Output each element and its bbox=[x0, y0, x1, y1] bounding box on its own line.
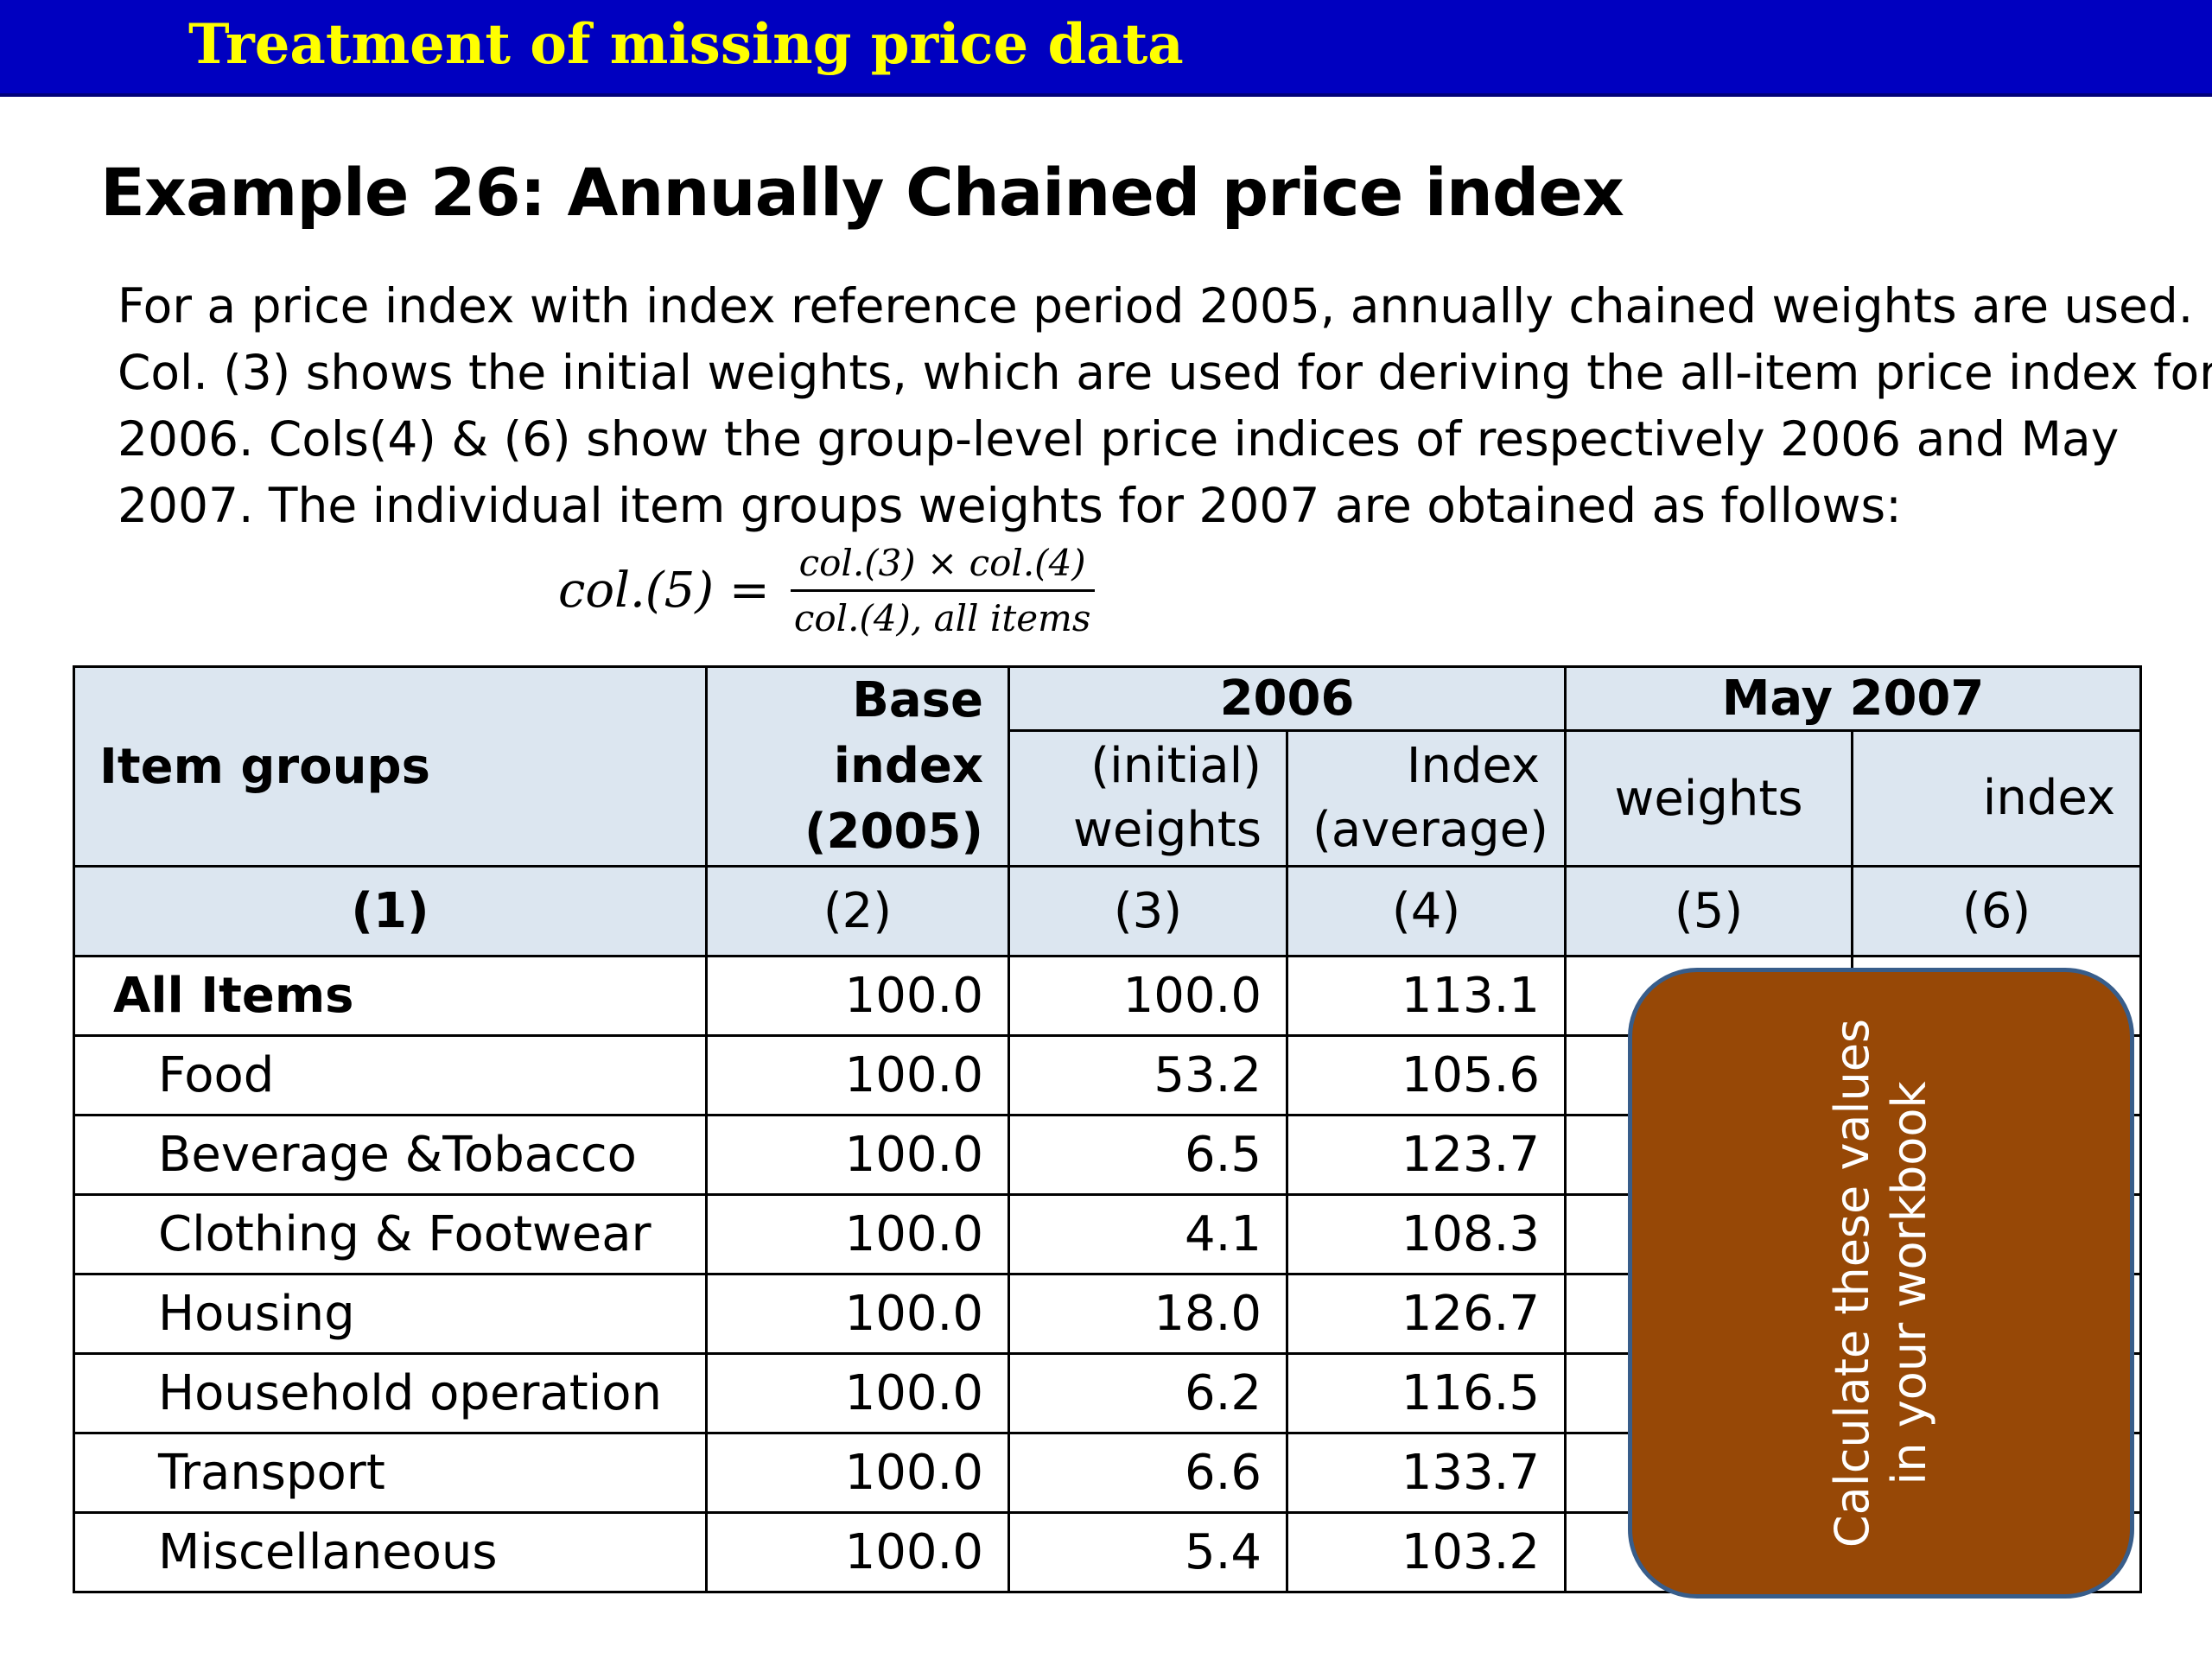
header-may-2007: May 2007 bbox=[1564, 664, 2143, 733]
initial-weight-value: 6.5 bbox=[1007, 1114, 1288, 1196]
initial-weight-value: 6.6 bbox=[1007, 1432, 1288, 1514]
index-average-value: 108.3 bbox=[1285, 1193, 1567, 1275]
weight-formula: col.(5) = col.(3) × col.(4) col.(4), all… bbox=[558, 534, 1099, 646]
item-group: Household operation bbox=[73, 1352, 708, 1434]
paragraph-line: For a price index with index reference p… bbox=[118, 278, 2194, 334]
price-index-table: Item groups Base index (2005) 2006 May 2… bbox=[73, 664, 2143, 1593]
index-average-value: 105.6 bbox=[1285, 1034, 1567, 1116]
initial-weight-value: 6.2 bbox=[1007, 1352, 1288, 1434]
item-group: Miscellaneous bbox=[73, 1511, 708, 1593]
formula-denominator: col.(4), all items bbox=[793, 596, 1091, 639]
header-index-line1: Index bbox=[1406, 738, 1541, 795]
item-group: Clothing & Footwear bbox=[73, 1193, 708, 1275]
formula-numerator: col.(3) × col.(4) bbox=[790, 542, 1095, 592]
paragraph-line: 2007. The individual item groups weights… bbox=[118, 478, 1902, 533]
base-index-value: 100.0 bbox=[705, 1193, 1010, 1275]
initial-weight-value: 53.2 bbox=[1007, 1034, 1288, 1116]
item-group: All Items bbox=[73, 955, 708, 1037]
base-index-value: 100.0 bbox=[705, 1034, 1010, 1116]
column-number: (5) bbox=[1564, 865, 1854, 957]
item-group: Food bbox=[73, 1034, 708, 1116]
item-group: Beverage &Tobacco bbox=[73, 1114, 708, 1196]
header-base-line1: Base index bbox=[833, 672, 983, 794]
item-group: Transport bbox=[73, 1432, 708, 1514]
initial-weight-value: 18.0 bbox=[1007, 1273, 1288, 1355]
description-paragraph: For a price index with index reference p… bbox=[118, 273, 2212, 539]
item-group: Housing bbox=[73, 1273, 708, 1355]
header-index-line2: (average) bbox=[1313, 802, 1548, 859]
index-average-value: 103.2 bbox=[1285, 1511, 1567, 1593]
header-weights-2007: weights bbox=[1564, 729, 1854, 868]
paragraph-line: 2006. Cols(4) & (6) show the group-level… bbox=[118, 411, 2120, 467]
page-title: Example 26: Annually Chained price index bbox=[100, 154, 1624, 231]
callout-text: Calculate these values in your workbook bbox=[1824, 1019, 1938, 1548]
initial-weight-value: 100.0 bbox=[1007, 955, 1288, 1037]
column-number: (6) bbox=[1851, 865, 2143, 957]
base-index-value: 100.0 bbox=[705, 1511, 1010, 1593]
index-average-value: 123.7 bbox=[1285, 1114, 1567, 1196]
header-initial-line1: (initial) bbox=[1090, 738, 1262, 795]
callout-line2: in your workbook bbox=[1882, 1081, 1936, 1485]
index-average-value: 116.5 bbox=[1285, 1352, 1567, 1434]
index-average-value: 133.7 bbox=[1285, 1432, 1567, 1514]
paragraph-line: Col. (3) shows the initial weights, whic… bbox=[118, 345, 2212, 400]
base-index-value: 100.0 bbox=[705, 1352, 1010, 1434]
column-number: (1) bbox=[73, 865, 708, 957]
base-index-value: 100.0 bbox=[705, 1273, 1010, 1355]
index-average-value: 113.1 bbox=[1285, 955, 1567, 1037]
column-number: (4) bbox=[1285, 865, 1567, 957]
header-base-index: Base index (2005) bbox=[705, 665, 1010, 868]
index-average-value: 126.7 bbox=[1285, 1273, 1567, 1355]
workbook-callout: Calculate these values in your workbook bbox=[1628, 968, 2134, 1599]
formula-lhs: col.(5) = bbox=[558, 562, 770, 619]
column-number: (3) bbox=[1007, 865, 1288, 957]
callout-line1: Calculate these values bbox=[1825, 1018, 1879, 1548]
header-index-2007: index bbox=[1851, 729, 2143, 868]
base-index-value: 100.0 bbox=[705, 955, 1010, 1037]
header-base-line2: (2005) bbox=[804, 804, 983, 860]
header-item-groups: Item groups bbox=[73, 665, 708, 868]
header-initial-weights: (initial) weights bbox=[1007, 729, 1288, 868]
initial-weight-value: 4.1 bbox=[1007, 1193, 1288, 1275]
base-index-value: 100.0 bbox=[705, 1432, 1010, 1514]
header-year-2006: 2006 bbox=[1007, 664, 1567, 733]
initial-weight-value: 5.4 bbox=[1007, 1511, 1288, 1593]
formula-fraction: col.(3) × col.(4) col.(4), all items bbox=[785, 542, 1100, 639]
column-number: (2) bbox=[705, 865, 1010, 957]
header-initial-line2: weights bbox=[1073, 802, 1262, 859]
base-index-value: 100.0 bbox=[705, 1114, 1010, 1196]
title-banner: Treatment of missing price data bbox=[0, 0, 2212, 97]
header-index-average: Index (average) bbox=[1285, 729, 1567, 868]
banner-title: Treatment of missing price data bbox=[188, 12, 1184, 77]
